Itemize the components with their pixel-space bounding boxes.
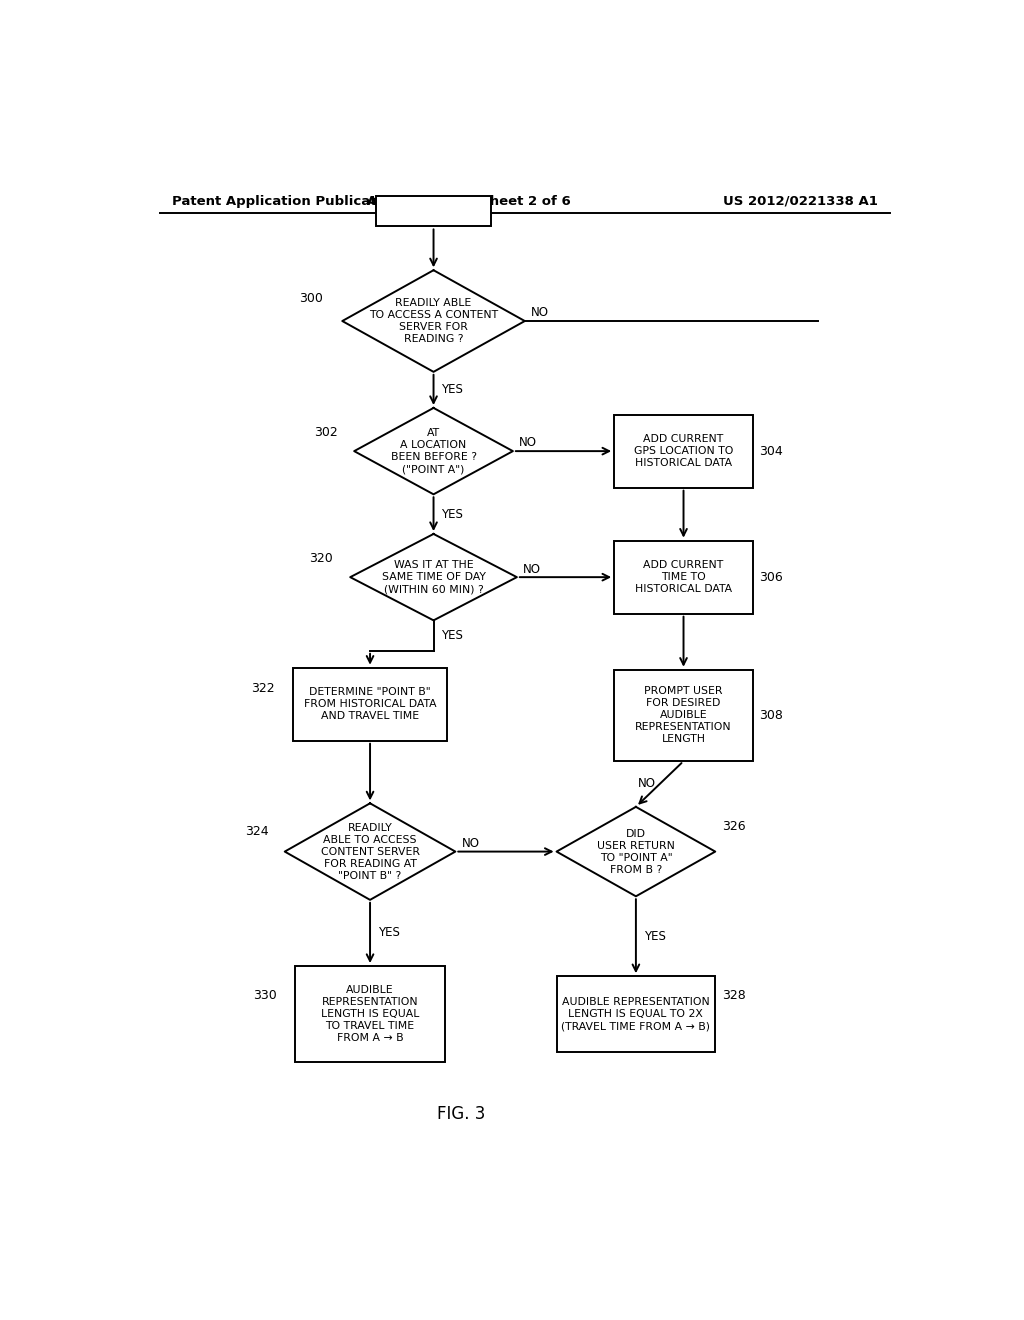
Text: 324: 324 xyxy=(245,825,268,838)
Text: 330: 330 xyxy=(253,990,278,1002)
Text: NO: NO xyxy=(531,306,549,319)
Bar xyxy=(557,975,716,1052)
Text: 328: 328 xyxy=(722,990,745,1002)
Polygon shape xyxy=(354,408,513,494)
Text: US 2012/0221338 A1: US 2012/0221338 A1 xyxy=(723,194,878,207)
Text: AUDIBLE REPRESENTATION
LENGTH IS EQUAL TO 2X
(TRAVEL TIME FROM A → B): AUDIBLE REPRESENTATION LENGTH IS EQUAL T… xyxy=(561,997,711,1031)
Text: READILY
ABLE TO ACCESS
CONTENT SERVER
FOR READING AT
"POINT B" ?: READILY ABLE TO ACCESS CONTENT SERVER FO… xyxy=(321,822,420,880)
Text: YES: YES xyxy=(441,508,463,520)
Text: WAS IT AT THE
SAME TIME OF DAY
(WITHIN 60 MIN) ?: WAS IT AT THE SAME TIME OF DAY (WITHIN 6… xyxy=(382,560,485,594)
Text: ADD CURRENT
TIME TO
HISTORICAL DATA: ADD CURRENT TIME TO HISTORICAL DATA xyxy=(635,560,732,594)
Text: AUDIBLE
REPRESENTATION
LENGTH IS EQUAL
TO TRAVEL TIME
FROM A → B: AUDIBLE REPRESENTATION LENGTH IS EQUAL T… xyxy=(321,985,419,1043)
Bar xyxy=(295,966,445,1063)
Text: 304: 304 xyxy=(760,445,783,458)
Polygon shape xyxy=(557,807,715,896)
Text: YES: YES xyxy=(378,927,399,940)
Text: NO: NO xyxy=(462,837,479,850)
Text: PROMPT USER
FOR DESIRED
AUDIBLE
REPRESENTATION
LENGTH: PROMPT USER FOR DESIRED AUDIBLE REPRESEN… xyxy=(635,686,732,744)
Text: DETERMINE "POINT B"
FROM HISTORICAL DATA
AND TRAVEL TIME: DETERMINE "POINT B" FROM HISTORICAL DATA… xyxy=(304,688,436,721)
Bar xyxy=(614,669,753,762)
Text: 306: 306 xyxy=(760,570,783,583)
Text: NO: NO xyxy=(519,437,538,450)
Text: 326: 326 xyxy=(722,820,745,833)
Text: YES: YES xyxy=(441,630,463,642)
Text: 322: 322 xyxy=(252,682,275,696)
Polygon shape xyxy=(285,804,456,900)
Text: YES: YES xyxy=(441,383,463,396)
Bar xyxy=(614,541,753,614)
Text: Patent Application Publication: Patent Application Publication xyxy=(172,194,399,207)
Text: ADD CURRENT
GPS LOCATION TO
HISTORICAL DATA: ADD CURRENT GPS LOCATION TO HISTORICAL D… xyxy=(634,434,733,469)
Text: DID
USER RETURN
TO "POINT A"
FROM B ?: DID USER RETURN TO "POINT A" FROM B ? xyxy=(597,829,675,875)
Bar xyxy=(376,195,492,227)
Text: NO: NO xyxy=(523,562,542,576)
Polygon shape xyxy=(342,271,524,372)
Text: YES: YES xyxy=(644,929,666,942)
Text: 308: 308 xyxy=(760,709,783,722)
Text: NO: NO xyxy=(638,777,655,791)
Text: 300: 300 xyxy=(299,292,323,305)
Text: 302: 302 xyxy=(314,426,338,440)
Text: FIG. 3: FIG. 3 xyxy=(437,1105,485,1123)
Text: AT
A LOCATION
BEEN BEFORE ?
("POINT A"): AT A LOCATION BEEN BEFORE ? ("POINT A") xyxy=(390,428,476,474)
Polygon shape xyxy=(350,535,517,620)
Text: 320: 320 xyxy=(309,552,333,565)
Bar xyxy=(614,414,753,487)
Bar xyxy=(293,668,447,741)
Text: Aug. 30, 2012  Sheet 2 of 6: Aug. 30, 2012 Sheet 2 of 6 xyxy=(368,194,571,207)
Text: READILY ABLE
TO ACCESS A CONTENT
SERVER FOR
READING ?: READILY ABLE TO ACCESS A CONTENT SERVER … xyxy=(369,298,498,345)
